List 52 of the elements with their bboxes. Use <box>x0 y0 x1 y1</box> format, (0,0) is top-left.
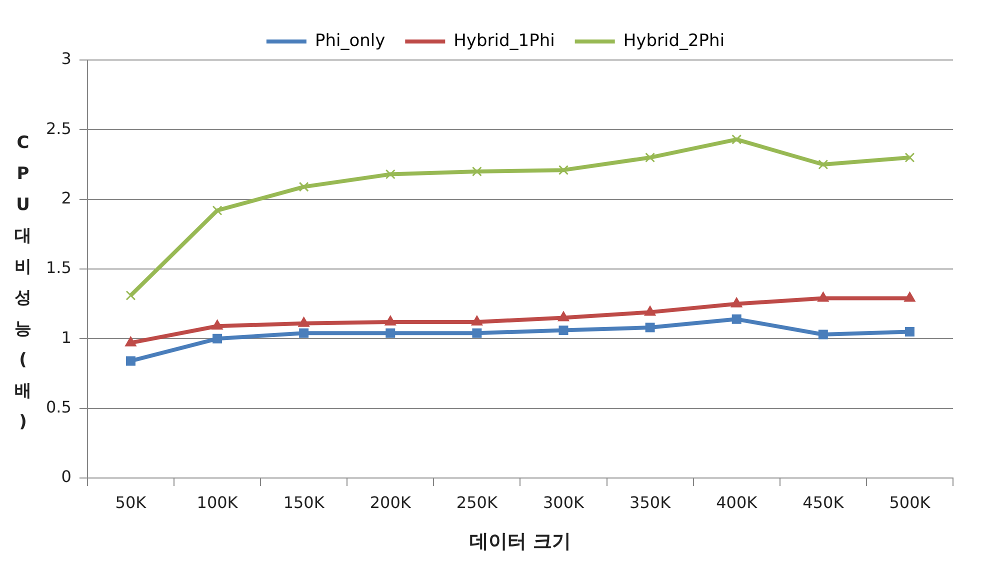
x-tick-label: 450K <box>802 492 844 512</box>
point <box>558 326 568 336</box>
x-tick-label: 500K <box>889 492 931 512</box>
legend-label: Hybrid_2Phi <box>623 30 725 51</box>
legend-label: Hybrid_1Phi <box>454 30 555 51</box>
y-tick-label: 0.5 <box>46 397 72 416</box>
x-tick-label: 400K <box>716 492 758 512</box>
point <box>644 306 656 316</box>
point <box>472 166 482 176</box>
point <box>212 205 222 216</box>
legend-label: Phi_only <box>314 30 386 51</box>
x-tick-label: 350K <box>630 492 672 512</box>
point <box>298 182 309 192</box>
point <box>212 334 222 344</box>
x-tick-label: 50K <box>115 492 147 512</box>
x-tick-label: 100K <box>196 492 238 512</box>
point <box>298 316 310 327</box>
point <box>817 292 829 302</box>
x-tick-label: 300K <box>542 492 585 512</box>
point <box>472 328 482 338</box>
y-tick-label: 1.5 <box>46 258 72 278</box>
point <box>732 134 742 144</box>
point <box>386 328 396 338</box>
point <box>385 169 396 180</box>
point <box>212 320 223 330</box>
y-tick-label: 1 <box>61 328 72 347</box>
x-tick-label: 250K <box>456 492 498 512</box>
x-tick-label: 200K <box>370 492 412 512</box>
point <box>645 152 656 163</box>
y-tick-label: 2 <box>61 188 72 208</box>
point <box>384 315 396 326</box>
x-axis-title: 데이터 크기 <box>469 530 572 553</box>
point <box>904 292 916 302</box>
y-tick-label: 0 <box>61 467 72 486</box>
y-tick-label: 2.5 <box>46 118 72 138</box>
point <box>558 165 568 176</box>
point <box>126 290 136 300</box>
text: CPU대비성능(배) <box>14 133 32 432</box>
point <box>904 152 915 163</box>
y-tick-label: 3 <box>61 49 72 68</box>
point <box>125 336 136 346</box>
point <box>904 326 914 336</box>
point <box>558 311 570 322</box>
point <box>299 328 309 338</box>
point <box>818 160 828 170</box>
point <box>818 330 828 340</box>
x-tick-label: 150K <box>283 492 325 512</box>
point <box>471 315 483 326</box>
point <box>645 322 655 332</box>
point <box>730 297 742 308</box>
point <box>126 356 136 366</box>
point <box>732 314 742 324</box>
